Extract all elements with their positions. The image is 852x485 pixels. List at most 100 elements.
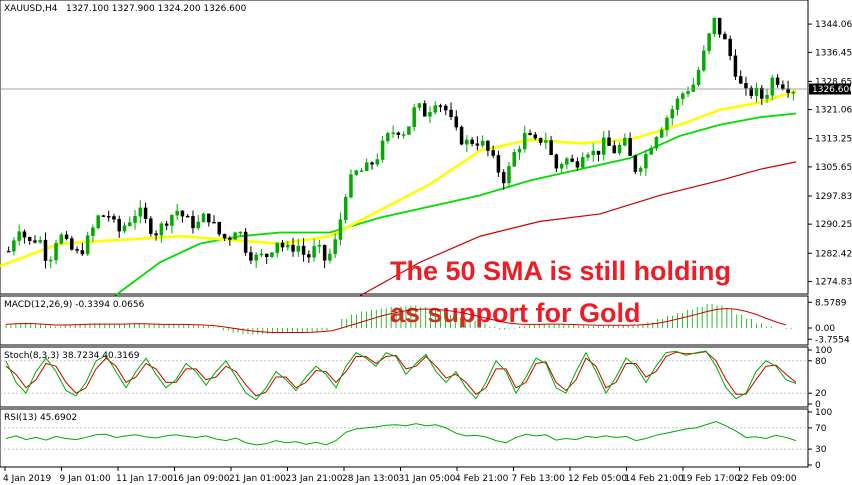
- x-tick-label: 7 Feb 13:00: [512, 474, 566, 484]
- candle-body: [733, 55, 738, 77]
- candle-body: [391, 132, 395, 135]
- candle-body: [396, 132, 401, 135]
- x-tick-label: 19 Feb 17:00: [681, 474, 740, 484]
- candle-body: [328, 253, 332, 261]
- macd-label: MACD(12,26,9) -0.3394 0.0656: [4, 300, 145, 310]
- candle-body: [333, 239, 337, 255]
- candle-body: [738, 76, 743, 84]
- candle-body: [159, 223, 164, 236]
- candle-body: [217, 221, 222, 235]
- candle-body: [180, 210, 185, 217]
- price-tick-label: 1282.420: [815, 249, 852, 259]
- candle-body: [59, 234, 64, 244]
- candle-body: [122, 225, 127, 232]
- candle-body: [349, 174, 353, 198]
- candle-body: [249, 252, 253, 261]
- candle-body: [412, 107, 416, 127]
- candle-body: [617, 145, 622, 154]
- candle-body: [681, 93, 685, 100]
- x-tick-label: 11 Jan 17:00: [116, 474, 173, 484]
- candle-body: [154, 233, 158, 236]
- stoch-label: Stoch(8,3,3) 38.7234 40.3169: [4, 351, 140, 361]
- candle-body: [196, 221, 200, 229]
- candle-body: [470, 139, 474, 145]
- candle-body: [596, 150, 601, 155]
- stoch-main-line: [5, 350, 797, 401]
- candle-body: [201, 213, 206, 223]
- candle-body: [91, 227, 95, 236]
- candle-body: [607, 137, 611, 146]
- candle-body: [765, 94, 769, 99]
- candle-body: [33, 240, 37, 243]
- candle-body: [275, 242, 279, 253]
- candle-body: [228, 237, 232, 240]
- candle-body: [54, 243, 58, 261]
- candle-body: [602, 137, 606, 155]
- candle-body: [528, 132, 532, 136]
- candle-body: [670, 109, 674, 119]
- candle-body: [407, 126, 411, 135]
- sma200-line: [359, 161, 797, 297]
- ohlc-label: 1327.100 1327.900 1324.200 1326.600: [66, 4, 247, 14]
- x-tick-label: 22 Feb 09:00: [738, 474, 797, 484]
- macd-tick-label: 8.5789: [815, 298, 847, 308]
- macd-signal-line: [5, 307, 787, 333]
- candle-body: [175, 210, 179, 216]
- candle-body: [702, 50, 706, 71]
- candle-body: [80, 250, 85, 255]
- candle-body: [591, 150, 595, 156]
- macd-tick-label: 0.00: [815, 324, 835, 334]
- price-tick-label: 1274.830: [815, 277, 852, 287]
- candle-body: [665, 117, 669, 131]
- candle-body: [491, 150, 495, 156]
- candle-body: [286, 244, 290, 248]
- annotation-line-2: as support for Gold: [390, 298, 641, 328]
- candle-body: [233, 232, 237, 240]
- candle-body: [712, 17, 717, 35]
- candle-body: [238, 231, 243, 234]
- x-tick-label: 4 Jan 2019: [3, 474, 51, 484]
- candle-body: [433, 105, 437, 113]
- candle-body: [96, 215, 100, 229]
- candle-body: [791, 92, 796, 94]
- candle-body: [501, 172, 506, 184]
- candle-body: [106, 216, 111, 218]
- candle-body: [280, 242, 285, 248]
- candle-body: [644, 154, 648, 169]
- candle-body: [264, 253, 269, 257]
- candle-body: [723, 33, 727, 40]
- candle-body: [544, 140, 548, 143]
- candle-body: [760, 87, 764, 99]
- candle-body: [207, 213, 211, 223]
- candle-body: [775, 77, 780, 85]
- symbol-label: XAUUSD,H4: [4, 4, 58, 14]
- candle-body: [523, 132, 527, 150]
- candle-body: [17, 231, 21, 241]
- candle-body: [638, 167, 643, 172]
- candle-body: [291, 244, 295, 252]
- candle-body: [586, 154, 590, 158]
- candle-body: [675, 98, 680, 110]
- sma50-line: [0, 89, 797, 268]
- candle-body: [112, 216, 116, 220]
- candle-body: [354, 170, 358, 175]
- stoch-tick-label: 0: [815, 400, 821, 410]
- macd-panel: 8.5789 0.00-3.7554 MACD(12,26,9) -0.3394 …: [0, 295, 850, 346]
- candle-body: [22, 231, 27, 238]
- candle-body: [570, 158, 574, 162]
- current-price-label: 1326.600: [812, 85, 852, 95]
- candle-body: [707, 33, 711, 52]
- candle-body: [512, 152, 516, 167]
- candle-body: [49, 259, 53, 262]
- price-tick-label: 1313.250: [815, 135, 852, 145]
- x-tick-label: 14 Feb 21:00: [625, 474, 684, 484]
- price-tick-label: 1297.830: [815, 192, 852, 202]
- rsi-tick-label: 30: [815, 445, 827, 455]
- candle-body: [628, 138, 632, 156]
- candle-body: [749, 87, 753, 96]
- candle-body: [317, 244, 322, 247]
- candle-body: [75, 249, 79, 251]
- candle-body: [565, 158, 569, 165]
- candle-body: [417, 103, 422, 108]
- candle-body: [538, 137, 543, 143]
